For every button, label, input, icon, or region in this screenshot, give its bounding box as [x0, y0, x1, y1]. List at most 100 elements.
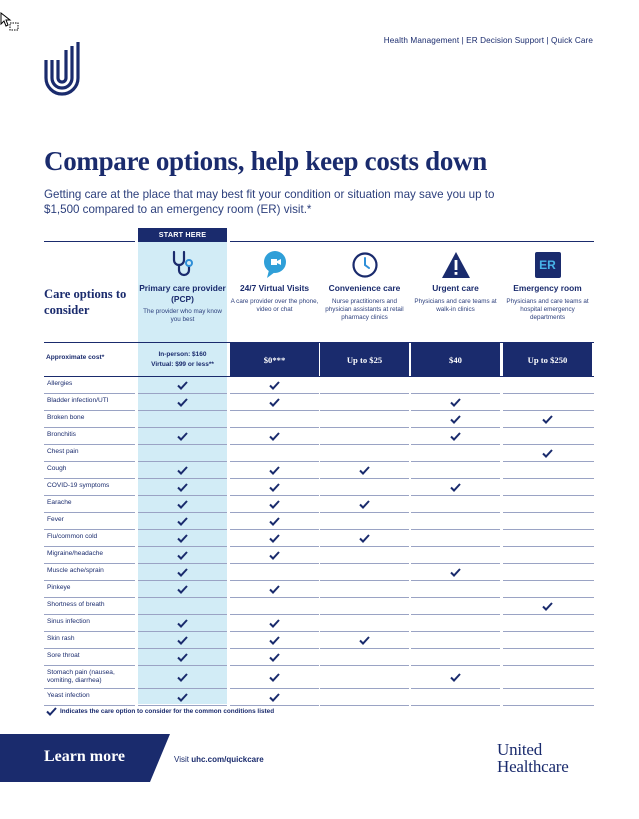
row-divider — [230, 495, 319, 496]
column-header-virtual: 24/7 Virtual Visits A care provider over… — [230, 249, 319, 314]
page-title: Compare options, help keep costs down — [44, 146, 487, 176]
row-divider — [320, 631, 409, 632]
checkmark-icon — [177, 568, 188, 577]
column-header-urgent: Urgent care Physicians and care teams at… — [411, 249, 500, 314]
row-divider — [138, 648, 227, 649]
table-row: Bronchitis — [44, 428, 594, 445]
row-divider — [503, 478, 594, 479]
table-row: Broken bone — [44, 411, 594, 428]
row-divider — [503, 512, 594, 513]
row-divider — [503, 688, 594, 689]
table-legend: Indicates the care option to consider fo… — [46, 707, 274, 716]
table-top-rule — [230, 241, 594, 242]
row-divider — [44, 529, 135, 530]
row-divider — [138, 495, 227, 496]
visit-link-text[interactable]: Visit uhc.com/quickcare — [174, 755, 264, 764]
row-divider — [411, 444, 500, 445]
row-divider — [320, 427, 409, 428]
row-divider — [320, 597, 409, 598]
row-divider — [44, 597, 135, 598]
column-description: Physicians and care teams at walk-in cli… — [414, 297, 497, 313]
checkmark-icon — [269, 636, 280, 645]
row-divider — [138, 410, 227, 411]
condition-label: Allergies — [47, 380, 73, 387]
column-header-convenience: Convenience care Nurse practitioners and… — [320, 249, 409, 322]
row-divider — [503, 665, 594, 666]
condition-label: Stomach pain (nausea, vomiting, diarrhea… — [47, 669, 115, 684]
checkmark-icon — [450, 398, 461, 407]
row-divider — [44, 631, 135, 632]
row-divider — [320, 410, 409, 411]
row-divider — [320, 393, 409, 394]
cost-cell-er: Up to $250 — [503, 343, 592, 376]
table-row: COVID-19 symptoms — [44, 479, 594, 496]
row-divider — [138, 444, 227, 445]
row-divider — [320, 529, 409, 530]
row-divider — [44, 512, 135, 513]
row-divider — [411, 665, 500, 666]
checkmark-icon — [542, 449, 553, 458]
column-name: Primary care provider (PCP) — [139, 283, 226, 304]
row-divider — [503, 444, 594, 445]
checkmark-icon — [177, 636, 188, 645]
row-divider — [230, 631, 319, 632]
checkmark-icon — [269, 500, 280, 509]
row-divider — [138, 614, 227, 615]
checkmark-icon — [542, 415, 553, 424]
column-name: 24/7 Virtual Visits — [239, 283, 310, 293]
row-divider — [138, 461, 227, 462]
table-row: Pinkeye — [44, 581, 594, 598]
row-divider — [230, 478, 319, 479]
condition-label: Bladder infection/UTI — [47, 397, 109, 404]
row-divider — [503, 614, 594, 615]
condition-label: COVID-19 symptoms — [47, 482, 110, 489]
row-divider — [138, 580, 227, 581]
row-divider — [44, 478, 135, 479]
uhc-logo-icon — [44, 42, 80, 96]
row-divider — [44, 427, 135, 428]
learn-more-banner — [0, 734, 170, 782]
top-nav-links[interactable]: Health Management | ER Decision Support … — [383, 36, 593, 45]
checkmark-icon — [177, 534, 188, 543]
checkmark-icon — [269, 398, 280, 407]
intro-text: Getting care at the place that may best … — [44, 188, 495, 216]
table-row: Muscle ache/sprain — [44, 564, 594, 581]
checkmark-icon — [269, 466, 280, 475]
row-divider — [230, 688, 319, 689]
row-divider — [230, 444, 319, 445]
row-divider — [320, 478, 409, 479]
table-row: Cough — [44, 462, 594, 479]
row-divider — [230, 546, 319, 547]
condition-label: Chest pain — [47, 448, 79, 455]
cost-cell-urgent: $40 — [411, 343, 500, 376]
checkmark-icon — [177, 693, 188, 702]
condition-label: Sore throat — [47, 652, 80, 659]
stethoscope-icon — [172, 250, 193, 277]
table-row: Chest pain — [44, 445, 594, 462]
condition-label: Cough — [47, 465, 67, 472]
row-divider — [320, 705, 409, 706]
row-divider — [230, 512, 319, 513]
row-divider — [230, 614, 319, 615]
checkmark-icon — [269, 551, 280, 560]
row-divider — [44, 444, 135, 445]
row-divider — [44, 393, 135, 394]
row-divider — [503, 597, 594, 598]
row-divider — [138, 529, 227, 530]
condition-label: Shortness of breath — [47, 601, 105, 608]
checkmark-icon — [177, 466, 188, 475]
row-divider — [138, 478, 227, 479]
row-divider — [230, 597, 319, 598]
row-divider — [411, 597, 500, 598]
row-divider — [138, 631, 227, 632]
condition-label: Skin rash — [47, 635, 75, 642]
row-divider — [411, 688, 500, 689]
row-divider — [230, 648, 319, 649]
visit-url[interactable]: uhc.com/quickcare — [191, 755, 264, 764]
checkmark-icon — [177, 551, 188, 560]
checkmark-icon — [177, 483, 188, 492]
row-divider — [503, 705, 594, 706]
row-divider — [44, 614, 135, 615]
row-divider — [138, 665, 227, 666]
row-divider — [320, 495, 409, 496]
